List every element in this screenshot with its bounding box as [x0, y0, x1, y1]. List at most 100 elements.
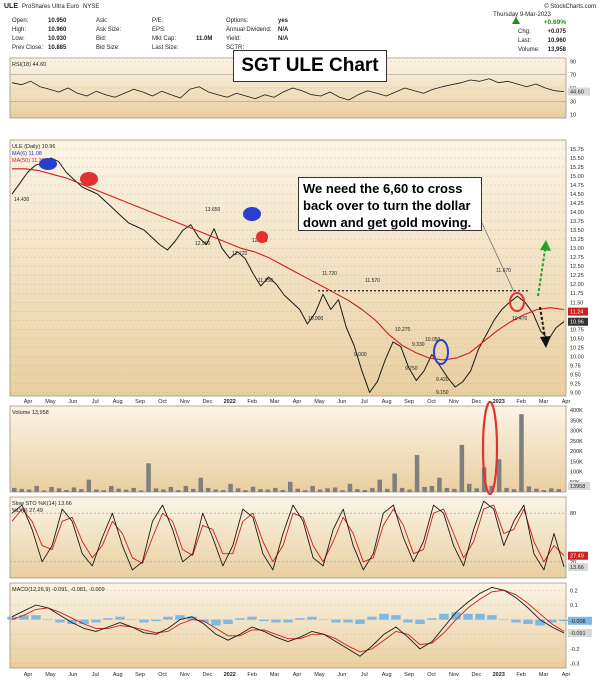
price-tick-label: 14.50: [570, 192, 584, 198]
volume-bar: [534, 488, 539, 492]
volume-bar: [422, 486, 427, 492]
price-tick-label: 14.00: [570, 210, 584, 216]
price-point-label: 10.050: [425, 337, 441, 343]
macd-tick-label: -0.2: [570, 647, 579, 653]
macd-value-label: -0.091: [570, 631, 586, 637]
price-x-axis-label: Apr: [562, 399, 571, 405]
macd-value-label: -0.008: [570, 619, 586, 625]
volume-bar: [116, 488, 121, 492]
volume-bar: [452, 488, 457, 492]
price-x-axis-label: Jul: [361, 399, 368, 405]
price-tick-label: 13.25: [570, 237, 584, 243]
macd-histogram-bar: [55, 619, 65, 623]
bottom-x-axis-label: Feb: [516, 672, 525, 678]
price-x-axis-label: Nov: [449, 399, 459, 405]
macd-histogram-bar: [487, 615, 497, 620]
volume-bar: [34, 485, 39, 492]
volume-bar: [280, 490, 285, 492]
volume-bar: [26, 489, 32, 492]
header-quote-label: Open:: [12, 18, 29, 24]
volume-bar: [556, 489, 561, 492]
macd-histogram-bar: [235, 618, 245, 620]
header-right-quote-value: 10.960: [548, 38, 567, 44]
price-x-axis-label: Dec: [471, 399, 481, 405]
macd-histogram-bar: [523, 619, 533, 624]
bottom-x-axis-label: Mar: [539, 672, 549, 678]
volume-bar: [407, 489, 412, 492]
stochastic-d-line: [11, 504, 565, 564]
price-tick-label: 9.50: [570, 372, 581, 378]
volume-bar: [49, 486, 54, 492]
macd-histogram-bar: [247, 616, 257, 620]
volume-bar: [519, 414, 524, 492]
macd-histogram-bar: [439, 613, 449, 620]
price-x-axis-label: Sep: [404, 399, 414, 405]
volume-bar: [64, 490, 69, 492]
macd-histogram-bar: [19, 615, 29, 620]
macd-histogram-bar: [379, 613, 389, 620]
price-tag-label: 10.96: [570, 320, 584, 326]
highlight-blue-circle: [433, 339, 449, 365]
bottom-x-axis-label: Oct: [158, 672, 167, 678]
price-x-axis-label: Apr: [24, 399, 33, 405]
macd-histogram-bar: [403, 619, 413, 623]
header-exchange: NYSE: [83, 4, 99, 10]
bullish-projection-arrow: [537, 249, 546, 297]
price-tick-label: 13.75: [570, 219, 584, 225]
header-quote-label: Ask Size:: [96, 27, 121, 33]
macd-value-tag: [568, 628, 592, 637]
macd-histogram-bar: [271, 619, 281, 623]
macd-histogram-bar: [175, 615, 185, 620]
price-point-label: 13.650: [205, 207, 221, 213]
price-tick-label: 14.25: [570, 201, 584, 207]
macd-histogram-bar: [115, 616, 125, 620]
highlight-red-ellipse: [256, 231, 268, 243]
macd-tick-label: -0.3: [570, 662, 579, 668]
price-point-label: 9.150: [436, 390, 449, 396]
volume-bar: [362, 490, 368, 492]
price-point-label: 11.720: [322, 271, 337, 277]
stochastic-value-tag: [568, 562, 588, 571]
bearish-projection-arrow: [539, 306, 546, 339]
price-tag: [568, 317, 588, 326]
volume-bar: [101, 490, 106, 492]
macd-histogram-bar: [415, 619, 425, 624]
header-quote-label: Prev Close:: [12, 45, 43, 51]
macd-histogram-bar: [223, 619, 233, 624]
header-change-pct: +0.69%: [544, 19, 566, 26]
price-x-axis-label: Oct: [427, 399, 436, 405]
price-tick-label: 15.50: [570, 156, 584, 162]
volume-bar: [198, 477, 203, 492]
panel-volume: [9, 405, 567, 493]
volume-bar: [79, 489, 84, 492]
header-quote-label: High:: [12, 27, 26, 33]
header-quote-label: Mkt Cap:: [152, 36, 176, 42]
header-quote-value: 10.950: [48, 18, 67, 24]
header-quote-label: Annual Dividend:: [226, 27, 272, 33]
macd-histogram-bar: [535, 619, 545, 626]
rsi-tick-label: 10: [570, 113, 576, 119]
macd-line: [11, 586, 565, 657]
price-x-axis-label: 2022: [224, 399, 236, 405]
volume-bar: [496, 459, 502, 492]
macd-value-tag: [568, 616, 592, 625]
price-point-label: 10.470: [512, 316, 528, 322]
header-right-quote-label: Volume:: [518, 47, 540, 53]
panel-legend-volume: Volume 13,958: [12, 410, 49, 416]
bottom-x-axis-label: Mar: [270, 672, 280, 678]
bottom-x-axis-label: Nov: [180, 672, 190, 678]
header-quote-label: SCTR:: [226, 45, 244, 51]
volume-bar: [243, 490, 248, 492]
volume-bar: [511, 489, 517, 492]
volume-bar: [71, 487, 77, 492]
macd-histogram-bar: [427, 618, 437, 620]
price-point-label: 9.330: [412, 342, 425, 348]
header-right-quote-label: Chg:: [518, 29, 531, 35]
stochastic-value-tag: [568, 551, 588, 560]
macd-histogram-bar: [31, 615, 41, 620]
highlight-blue-ellipse: [243, 207, 261, 221]
header-quote-label: Low:: [12, 36, 25, 42]
macd-histogram-bar: [463, 613, 473, 620]
bottom-x-axis-label: Jun: [337, 672, 346, 678]
macd-histogram-bar: [355, 619, 365, 624]
